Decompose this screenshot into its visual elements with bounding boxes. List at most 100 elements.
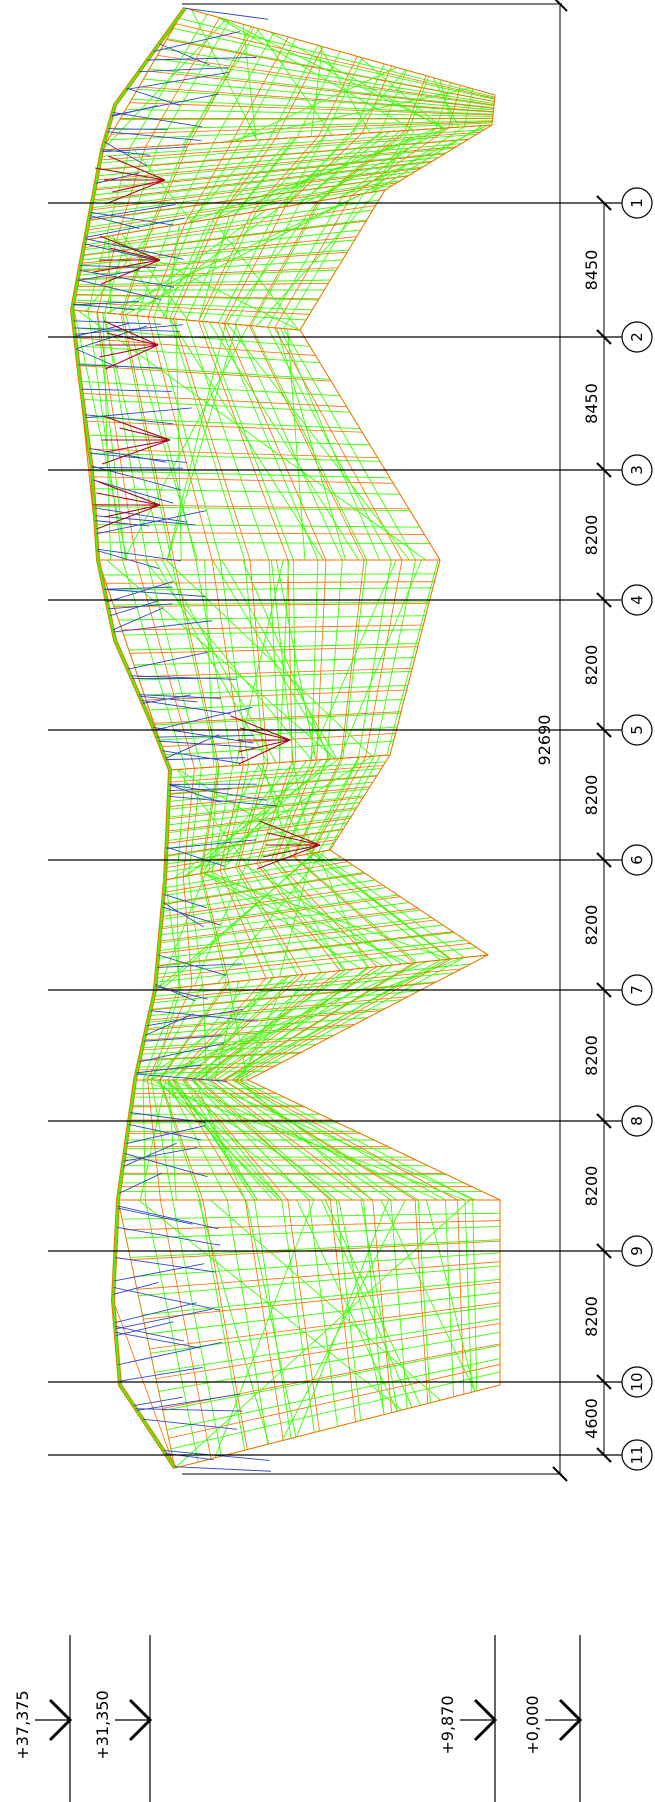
roof-member <box>177 769 313 854</box>
roof-bracing <box>238 739 291 765</box>
grid-axis-label: 3 <box>628 465 646 475</box>
roof-member <box>174 1199 471 1469</box>
roof-bracing <box>89 204 176 219</box>
roof-member <box>182 755 373 878</box>
roof-member <box>198 320 289 561</box>
roof-member <box>308 559 397 761</box>
grid-axis-label: 2 <box>628 332 646 342</box>
roof-member <box>95 531 425 535</box>
roof-member <box>163 861 348 893</box>
roof-bracing <box>165 757 246 761</box>
roof-member <box>164 879 181 988</box>
roof-member <box>386 559 439 756</box>
roof-bracing <box>106 581 174 603</box>
roof-member <box>207 1079 364 1201</box>
roof-member <box>73 301 310 315</box>
roof-member <box>111 121 493 135</box>
roof-bracing <box>77 279 162 301</box>
roof-member <box>201 211 257 322</box>
roof-member <box>283 328 416 561</box>
roof-member <box>222 760 308 870</box>
roof-member <box>328 755 381 851</box>
segment-dimension-label: 8200 <box>582 1166 601 1207</box>
roof-bracing <box>106 332 159 346</box>
grid-axis-bubble <box>621 1439 653 1471</box>
roof-bracing <box>93 259 161 273</box>
roof-member <box>279 853 313 978</box>
roof-bracing <box>96 480 161 506</box>
roof-bracing <box>238 739 291 753</box>
roof-member <box>326 559 343 760</box>
roof-member <box>318 130 406 202</box>
roof-bracing <box>127 651 208 670</box>
roof-member <box>166 817 351 844</box>
roof-member <box>137 667 413 678</box>
roof-member <box>296 51 341 138</box>
roof-member <box>130 1240 501 1260</box>
roof-member <box>217 16 414 131</box>
roof-bracing <box>256 844 321 870</box>
roof-bracing <box>74 323 129 337</box>
roof-member <box>311 852 450 960</box>
roof-bracing <box>267 832 321 846</box>
roof-member <box>98 138 470 170</box>
roof-member <box>425 1199 476 1392</box>
roof-member <box>276 859 344 971</box>
roof-member <box>211 559 244 766</box>
total-dimension-label: 92690 <box>535 715 554 766</box>
roof-bracing <box>105 439 171 453</box>
grid-axis-bubble <box>621 1235 653 1267</box>
roof-member <box>112 235 167 319</box>
roof-member <box>161 884 383 918</box>
roof-member <box>166 39 495 103</box>
roof-member <box>153 963 471 997</box>
roof-member <box>247 762 281 866</box>
grid-axis-label: 8 <box>628 1116 646 1126</box>
roof-member <box>191 965 385 1081</box>
roof-member <box>96 234 119 313</box>
roof-member <box>173 27 495 100</box>
roof-member <box>202 872 361 969</box>
roof-member <box>284 133 350 208</box>
roof-member <box>284 133 363 207</box>
roof-bracing <box>162 901 205 928</box>
roof-bracing <box>104 504 161 518</box>
roof-member <box>169 765 384 783</box>
roof-member <box>157 54 495 106</box>
roof-member <box>148 70 494 109</box>
roof-bracing <box>174 1466 271 1472</box>
roof-member <box>125 193 363 316</box>
roof-bracing <box>89 215 140 229</box>
roof-member <box>117 147 146 235</box>
roof-member <box>77 310 427 561</box>
roof-member <box>135 559 195 769</box>
roof-member <box>232 967 367 1081</box>
roof-member <box>310 46 323 137</box>
roof-bracing <box>84 407 192 419</box>
roof-bracing <box>262 844 321 858</box>
roof-bracing <box>113 1263 205 1282</box>
roof-bracing <box>78 364 163 369</box>
roof-member <box>83 205 376 249</box>
roof-member <box>149 990 420 1017</box>
roof-member <box>281 1199 406 1441</box>
roof-bracing <box>112 179 166 193</box>
roof-bracing <box>105 344 159 370</box>
roof-bracing <box>158 740 256 748</box>
roof-member <box>310 756 360 854</box>
roof-bracing <box>109 247 161 261</box>
roof-member <box>161 48 495 105</box>
grid-axis-label: 6 <box>628 855 646 865</box>
roof-member <box>311 756 366 854</box>
roof-bracing <box>136 1064 202 1074</box>
roof-member <box>176 769 248 866</box>
roof-bracing <box>91 466 184 469</box>
roof-member <box>128 643 419 651</box>
roof-member <box>303 127 448 204</box>
roof-bracing <box>142 1418 238 1430</box>
roof-bracing <box>96 510 206 535</box>
roof-bracing <box>96 492 161 506</box>
roof-bracing <box>109 600 159 617</box>
roof-member <box>74 294 319 300</box>
roof-member <box>296 1199 398 1412</box>
